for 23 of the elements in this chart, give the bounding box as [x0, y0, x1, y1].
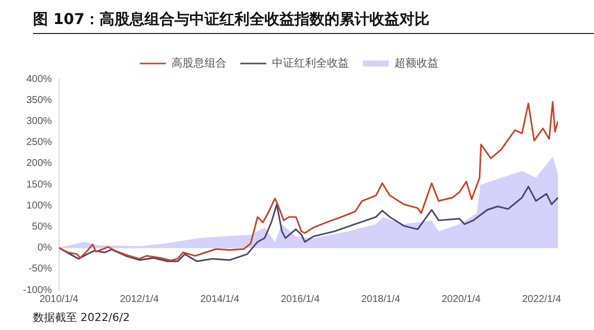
chart-title: 图 107：高股息组合与中证红利全收益指数的累计收益对比 [33, 10, 594, 34]
legend-label: 中证红利全收益 [272, 56, 349, 70]
y-tick-label: 250% [26, 137, 52, 148]
x-tick-label: 2018/1/4 [361, 294, 401, 305]
text: 数据截至 2022/6/2 [33, 310, 130, 325]
y-tick-label: -50% [28, 264, 52, 275]
y-tick-label: -100% [23, 284, 52, 296]
y-tick-label: 400% [26, 74, 52, 85]
x-tick-label: 2012/1/4 [120, 294, 160, 305]
legend-label: 超额收益 [394, 56, 438, 70]
x-tick-label: 2022/1/4 [522, 294, 562, 305]
x-tick-label: 2020/1/4 [442, 294, 481, 305]
y-tick-label: 50% [32, 221, 52, 232]
y-tick-label: 200% [26, 158, 52, 170]
x-tick-label: 2016/1/4 [280, 294, 320, 305]
x-tick-label: 2010/1/4 [39, 294, 79, 305]
legend-label: 高股息组合 [171, 56, 226, 70]
y-tick-label: 0% [37, 242, 52, 254]
y-tick-label: 150% [26, 179, 52, 190]
y-tick-label: 100% [26, 200, 52, 212]
y-tick-label: 350% [26, 94, 52, 106]
y-tick-label: 300% [26, 116, 52, 127]
x-tick-label: 2014/1/4 [200, 294, 240, 305]
